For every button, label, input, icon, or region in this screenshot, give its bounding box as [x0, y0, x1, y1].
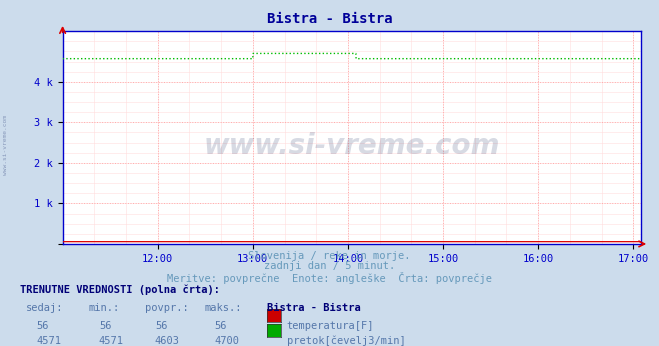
Text: TRENUTNE VREDNOSTI (polna črta):: TRENUTNE VREDNOSTI (polna črta):: [20, 284, 219, 295]
Text: temperatura[F]: temperatura[F]: [287, 321, 374, 331]
Text: min.:: min.:: [89, 303, 120, 313]
Text: 56: 56: [99, 321, 111, 331]
Text: 4571: 4571: [36, 336, 61, 346]
Text: 4571: 4571: [99, 336, 124, 346]
Text: 56: 56: [155, 321, 167, 331]
Text: maks.:: maks.:: [204, 303, 242, 313]
Text: Meritve: povprečne  Enote: angleške  Črta: povprečje: Meritve: povprečne Enote: angleške Črta:…: [167, 272, 492, 284]
Text: sedaj:: sedaj:: [26, 303, 64, 313]
Text: www.si-vreme.com: www.si-vreme.com: [204, 132, 500, 160]
Text: zadnji dan / 5 minut.: zadnji dan / 5 minut.: [264, 261, 395, 271]
Text: 56: 56: [36, 321, 49, 331]
Text: povpr.:: povpr.:: [145, 303, 188, 313]
Text: 4700: 4700: [214, 336, 239, 346]
Text: 4603: 4603: [155, 336, 180, 346]
Text: Slovenija / reke in morje.: Slovenija / reke in morje.: [248, 251, 411, 261]
Text: Bistra - Bistra: Bistra - Bistra: [267, 303, 360, 313]
Text: www.si-vreme.com: www.si-vreme.com: [3, 115, 8, 175]
Text: Bistra - Bistra: Bistra - Bistra: [267, 12, 392, 26]
Text: pretok[čevelj3/min]: pretok[čevelj3/min]: [287, 336, 405, 346]
Text: 56: 56: [214, 321, 227, 331]
